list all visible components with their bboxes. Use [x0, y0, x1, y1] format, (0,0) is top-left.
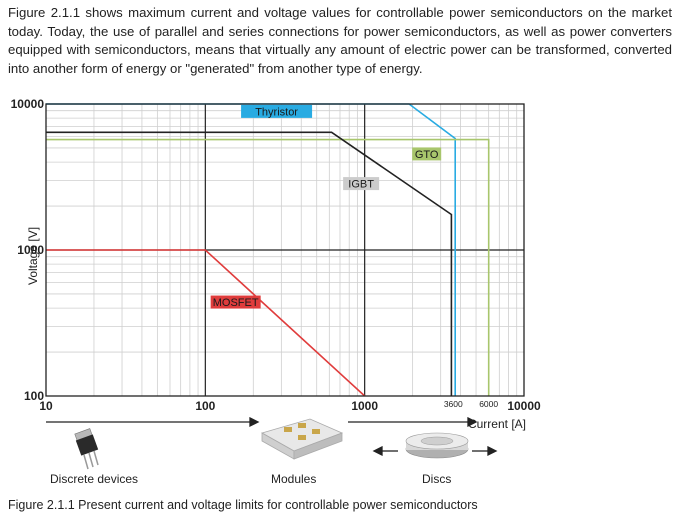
series-label-bg-thyristor	[241, 104, 313, 118]
chart-grid	[46, 104, 524, 396]
series-line-mosfet	[46, 249, 366, 397]
device-label-discs: Discs	[422, 472, 452, 486]
intro-paragraph: Figure 2.1.1 shows maximum current and v…	[8, 5, 672, 76]
plot-frame	[45, 103, 525, 397]
x-tick-label: 10000	[507, 399, 541, 413]
series-label-bg-mosfet	[210, 295, 261, 309]
x-tick-label: 3600	[444, 399, 463, 409]
series-label-gto: GTO	[415, 149, 439, 161]
x-tick-label: 10	[39, 399, 53, 413]
x-tick-label: 100	[195, 399, 215, 413]
arrow-modules	[348, 416, 478, 428]
x-tick-label: 6000	[479, 399, 498, 409]
series-label-thyristor: Thyristor	[255, 106, 298, 118]
y-tick-label: 100	[24, 389, 44, 403]
device-label-discrete: Discrete devices	[50, 472, 139, 486]
figure-caption: Figure 2.1.1 Present current and voltage…	[8, 498, 478, 512]
series-label-mosfet: MOSFET	[213, 297, 259, 309]
arrow-discs-left	[372, 445, 398, 457]
chart-axes	[45, 103, 525, 397]
y-tick-label: 1000	[17, 243, 44, 257]
power-module-icon	[260, 418, 344, 460]
chart-series-labels: Thyristor GTO IGBT MOSFET	[210, 104, 442, 309]
series-line-gto	[46, 138, 490, 396]
series-label-bg-igbt	[343, 177, 380, 191]
series-label-bg-gto	[412, 147, 442, 161]
y-axis-label: Voltage [V]	[26, 227, 40, 285]
transistor-icon	[74, 428, 99, 470]
x-axis-label: Current [A]	[468, 417, 526, 431]
arrow-discs-right	[472, 445, 498, 457]
x-tick-label: 1000	[351, 399, 378, 413]
press-pack-disc-icon	[405, 432, 469, 459]
series-label-igbt: IGBT	[348, 179, 374, 191]
arrow-discrete	[46, 416, 260, 428]
y-tick-label: 10000	[11, 97, 45, 111]
device-label-modules: Modules	[271, 472, 317, 486]
series-line-igbt	[46, 131, 453, 396]
